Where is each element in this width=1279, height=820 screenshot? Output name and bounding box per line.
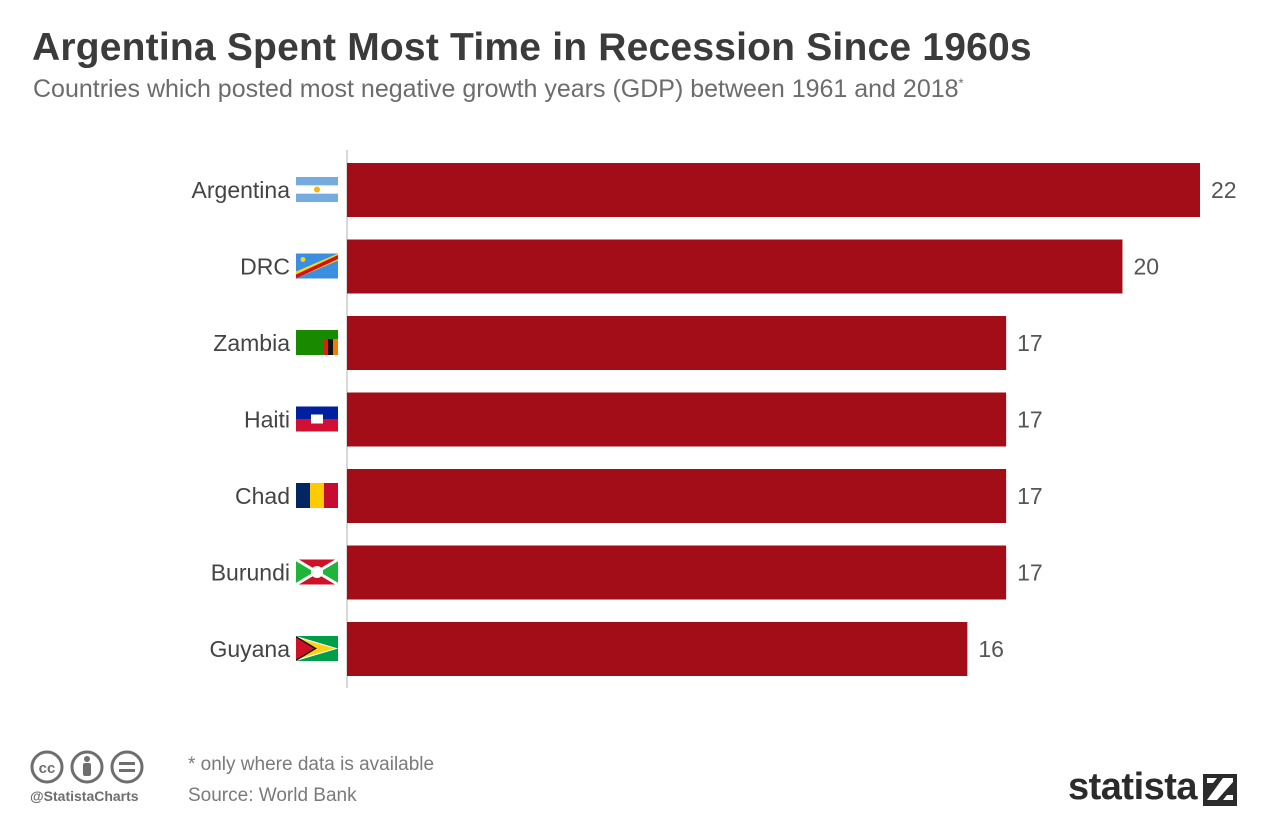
bar-row: 17 Haiti — [244, 392, 1043, 447]
category-label: Burundi — [211, 560, 290, 586]
subtitle-asterisk: * — [958, 75, 964, 91]
data-label: 17 — [1017, 407, 1043, 433]
category-label: Argentina — [192, 177, 291, 203]
svg-text:cc: cc — [39, 760, 56, 777]
guyana-flag-icon — [296, 636, 338, 661]
footnote: * only where data is available — [188, 754, 435, 775]
bar-row: 16 Guyana — [209, 622, 1004, 676]
category-label: Chad — [235, 483, 290, 509]
bar-row: 20 DRC — [240, 239, 1159, 294]
bar-row: 22 Argentina — [192, 163, 1237, 217]
source-note: Source: World Bank — [188, 785, 357, 806]
bar — [347, 622, 968, 676]
category-label: Zambia — [213, 330, 290, 356]
bar — [347, 239, 1123, 294]
bar — [347, 545, 1007, 600]
chad-flag-icon — [296, 483, 338, 508]
bar — [347, 316, 1007, 370]
burundi-flag-icon — [295, 558, 339, 586]
cc-icon: cc — [30, 750, 64, 784]
nd-icon — [110, 750, 144, 784]
category-label: Haiti — [244, 407, 290, 433]
data-label: 17 — [1017, 330, 1043, 356]
statista-handle: @StatistaCharts — [30, 788, 139, 804]
bar-row: 17 Zambia — [213, 316, 1043, 370]
bar-row: 17 Chad — [235, 469, 1043, 523]
bar-row: 17 Burundi — [211, 545, 1043, 600]
bar-chart: 22 Argentina 20 DRC 17 Zambia 17 Haiti 17 Chad 17 B… — [192, 150, 1237, 688]
argentina-flag-icon — [296, 177, 338, 202]
data-label: 16 — [978, 636, 1004, 662]
zambia-flag-icon — [296, 330, 338, 355]
license-icons: cc — [30, 748, 160, 791]
bar — [347, 392, 1007, 447]
by-icon — [70, 750, 104, 784]
category-label: Guyana — [209, 636, 290, 662]
statista-logo[interactable]: statista — [1068, 766, 1238, 809]
data-label: 20 — [1133, 254, 1159, 280]
statista-wordmark: statista — [1068, 766, 1198, 808]
drc-flag-icon — [296, 253, 338, 279]
data-label: 17 — [1017, 560, 1043, 586]
category-label: DRC — [240, 254, 290, 280]
haiti-flag-icon — [296, 406, 338, 432]
data-label: 22 — [1211, 177, 1237, 203]
chart-title: Argentina Spent Most Time in Recession S… — [32, 26, 1032, 69]
bar — [347, 469, 1007, 523]
chart-subtitle: Countries which posted most negative gro… — [33, 75, 964, 104]
data-label: 17 — [1017, 483, 1043, 509]
bar — [347, 163, 1200, 217]
statista-mark-icon — [1203, 773, 1238, 806]
subtitle-text: Countries which posted most negative gro… — [33, 75, 959, 103]
